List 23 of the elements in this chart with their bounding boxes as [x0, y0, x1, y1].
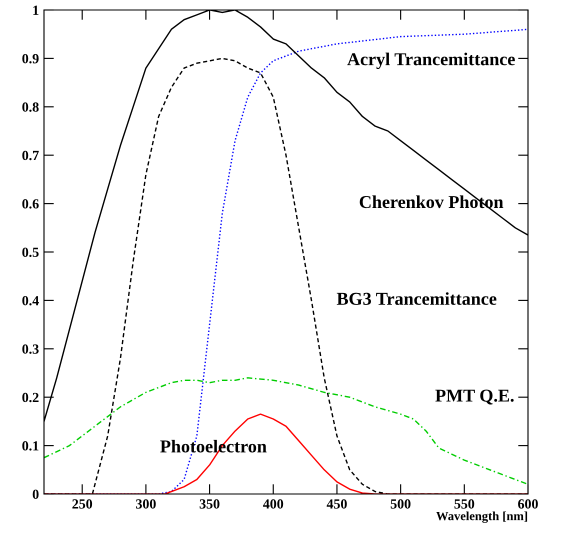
y-tick-label: 0.8 [22, 102, 39, 112]
x-tick-label: 350 [200, 499, 220, 509]
y-tick-label: 0.1 [22, 441, 38, 451]
x-tick-label: 500 [390, 499, 411, 509]
x-tick-label: 600 [518, 499, 538, 509]
y-tick-label: 0.5 [22, 248, 39, 258]
y-tick-label: 0.7 [22, 150, 39, 160]
y-tick-label: 0.6 [22, 199, 39, 209]
y-tick-label: 1 [33, 6, 38, 15]
y-tick-label: 0.9 [22, 54, 39, 64]
x-tick-label: 300 [136, 499, 156, 509]
annotation: Acryl Trancemittance [347, 52, 515, 70]
y-tick-label: 0 [32, 490, 39, 499]
x-tick-label: 250 [72, 499, 92, 509]
x-tick-label: 450 [326, 499, 347, 509]
y-tick-label: 0.3 [22, 344, 39, 354]
x-axis-title: Wavelength [nm] [436, 511, 528, 523]
y-tick-label: 0.4 [22, 296, 39, 306]
y-tick-label: 0.2 [22, 392, 39, 402]
annotation: BG3 Trancemittance [336, 292, 496, 305]
x-tick-label: 400 [263, 499, 284, 509]
annotation: PMT Q.E. [435, 390, 514, 404]
x-tick-label: 550 [454, 499, 474, 509]
